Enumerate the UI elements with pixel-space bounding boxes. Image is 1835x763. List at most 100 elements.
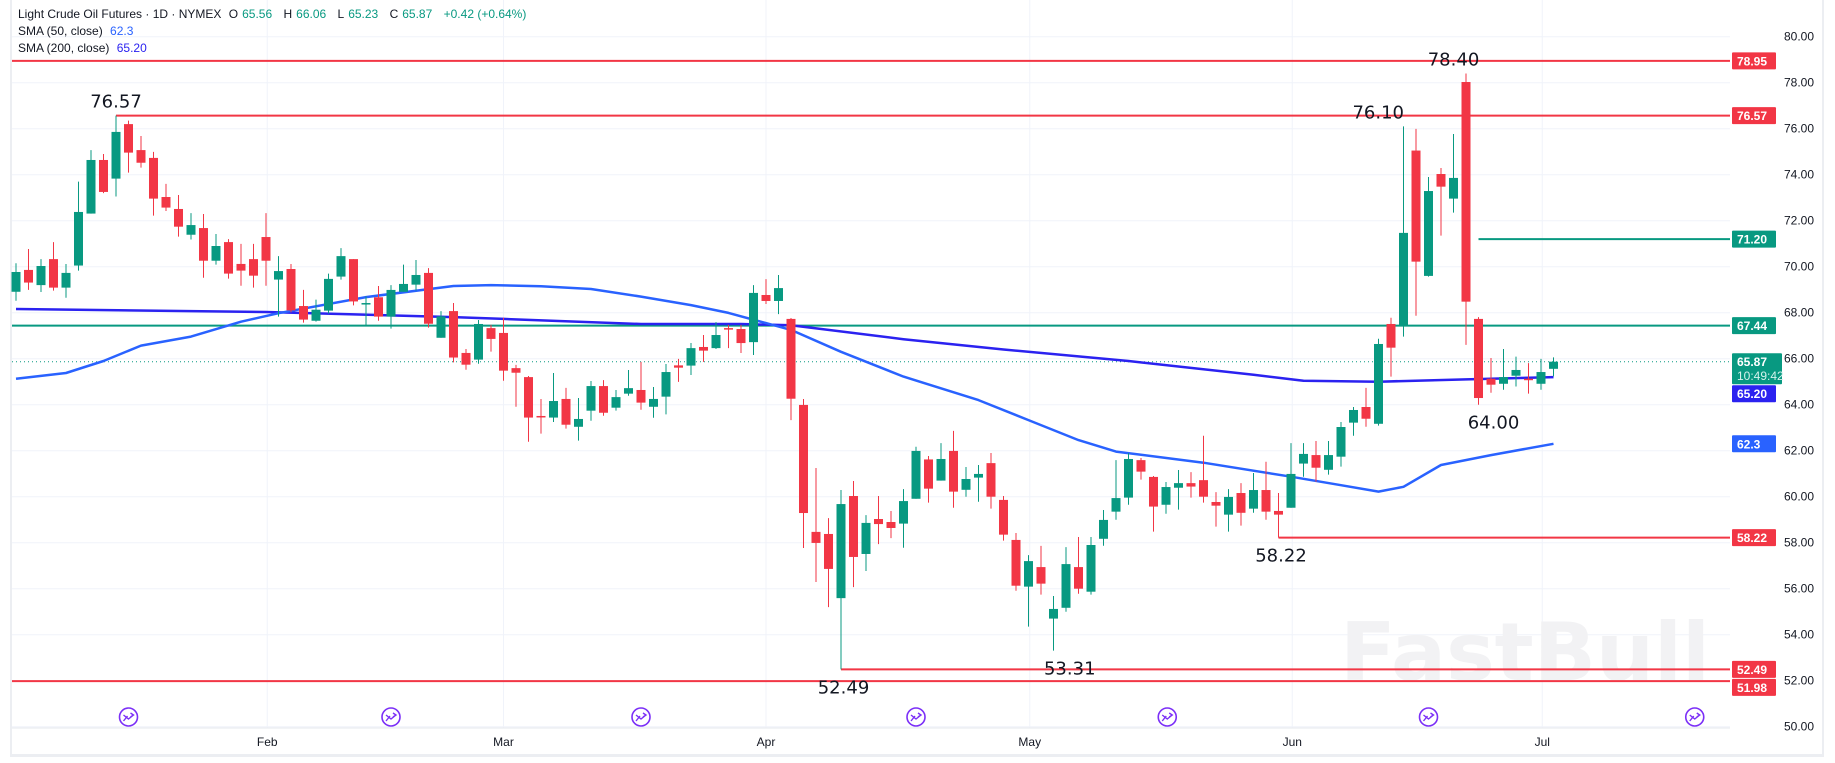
event-icon[interactable] <box>906 707 926 727</box>
event-icon[interactable] <box>381 707 401 727</box>
symbol-title[interactable]: Light Crude Oil Futures · 1D · NYMEX <box>18 7 222 21</box>
candle[interactable] <box>1374 338 1383 426</box>
candle[interactable] <box>211 234 221 265</box>
level-badge-71.20[interactable]: 71.20 <box>1732 230 1776 248</box>
candle[interactable] <box>124 120 133 173</box>
candle[interactable] <box>161 183 171 212</box>
candle[interactable] <box>224 239 233 279</box>
candle[interactable] <box>111 115 121 197</box>
candle[interactable] <box>1186 472 1196 498</box>
candle[interactable] <box>174 194 183 237</box>
indicator-badge[interactable]: 65.20 <box>1732 385 1776 403</box>
candle[interactable] <box>1149 476 1158 532</box>
candle[interactable] <box>274 256 283 317</box>
candle[interactable] <box>349 259 358 306</box>
candle[interactable] <box>399 264 408 292</box>
candle[interactable] <box>949 430 958 508</box>
candle[interactable] <box>261 213 271 286</box>
candle[interactable] <box>149 151 158 216</box>
candle[interactable] <box>1424 177 1433 277</box>
candle[interactable] <box>1324 441 1333 475</box>
candle[interactable] <box>774 274 783 315</box>
candle[interactable] <box>849 481 858 588</box>
candle[interactable] <box>99 154 108 194</box>
level-badge-78.95[interactable]: 78.95 <box>1732 52 1776 70</box>
event-icon[interactable] <box>118 707 139 727</box>
candle[interactable] <box>736 324 746 353</box>
candle[interactable] <box>749 285 758 356</box>
candle[interactable] <box>1349 407 1358 436</box>
candle[interactable] <box>649 386 658 418</box>
candle[interactable] <box>1086 536 1096 595</box>
candle[interactable] <box>1499 349 1508 390</box>
candle[interactable] <box>611 389 621 411</box>
candle[interactable] <box>436 311 446 338</box>
candle[interactable] <box>374 286 383 321</box>
candle[interactable] <box>936 443 946 481</box>
candle[interactable] <box>361 296 371 326</box>
candle[interactable] <box>49 242 58 291</box>
sma200-line[interactable] <box>15 307 1554 383</box>
candle[interactable] <box>1524 363 1533 394</box>
candle[interactable] <box>699 335 708 362</box>
candle[interactable] <box>1299 443 1308 477</box>
level-badge-51.98[interactable]: 51.98 <box>1732 678 1776 696</box>
candle[interactable] <box>511 364 521 407</box>
candle[interactable] <box>1411 128 1421 316</box>
candle[interactable] <box>636 361 646 410</box>
candle[interactable] <box>424 268 433 328</box>
candle[interactable] <box>1136 458 1146 480</box>
level-badge-76.57[interactable]: 76.57 <box>1732 107 1776 125</box>
candle[interactable] <box>299 289 308 323</box>
candle[interactable] <box>1249 473 1258 513</box>
candle[interactable] <box>324 273 333 314</box>
candle[interactable] <box>1361 387 1371 427</box>
candle[interactable] <box>236 243 246 286</box>
candle[interactable] <box>711 322 721 350</box>
level-badge-52.49[interactable]: 52.49 <box>1732 660 1776 678</box>
indicator-badge[interactable]: 62.3 <box>1732 435 1776 453</box>
candle[interactable] <box>1024 555 1033 627</box>
candle[interactable] <box>249 243 258 288</box>
candle[interactable] <box>1074 536 1083 594</box>
candle[interactable] <box>286 263 296 313</box>
event-icon[interactable] <box>1157 707 1178 727</box>
candle[interactable] <box>686 343 696 376</box>
candle[interactable] <box>911 446 921 499</box>
level-badge-58.22[interactable]: 58.22 <box>1732 529 1776 547</box>
candle[interactable] <box>1099 510 1108 546</box>
candle[interactable] <box>186 213 196 240</box>
sma50-line[interactable] <box>15 283 1554 493</box>
candle[interactable] <box>1061 547 1071 612</box>
candle[interactable] <box>36 259 46 292</box>
candle[interactable] <box>1036 545 1046 595</box>
candle[interactable] <box>1511 356 1521 387</box>
candle[interactable] <box>336 248 346 280</box>
candle[interactable] <box>674 358 683 382</box>
candle[interactable] <box>536 398 546 434</box>
candle[interactable] <box>86 150 96 214</box>
candle[interactable] <box>986 453 996 509</box>
candle[interactable] <box>1124 453 1133 505</box>
candle[interactable] <box>1049 596 1058 651</box>
candle[interactable] <box>524 375 533 442</box>
candle[interactable] <box>1174 470 1183 510</box>
event-icon[interactable] <box>1418 707 1439 727</box>
candle[interactable] <box>61 263 71 298</box>
candle[interactable] <box>586 381 596 421</box>
candle[interactable] <box>1536 358 1546 390</box>
legend-sma50-row[interactable]: SMA (50, close) 62.3 <box>18 23 530 40</box>
candle[interactable] <box>1274 493 1283 538</box>
candle[interactable] <box>449 303 458 363</box>
candle[interactable] <box>836 490 846 670</box>
candle[interactable] <box>811 467 821 583</box>
candle[interactable] <box>899 489 908 548</box>
candle[interactable] <box>1549 357 1558 377</box>
level-badge-67.44[interactable]: 67.44 <box>1732 317 1776 335</box>
candle[interactable] <box>1311 441 1321 482</box>
candle[interactable] <box>386 285 396 329</box>
candle[interactable] <box>1461 73 1471 345</box>
candle[interactable] <box>549 372 558 422</box>
candle[interactable] <box>1236 483 1246 526</box>
